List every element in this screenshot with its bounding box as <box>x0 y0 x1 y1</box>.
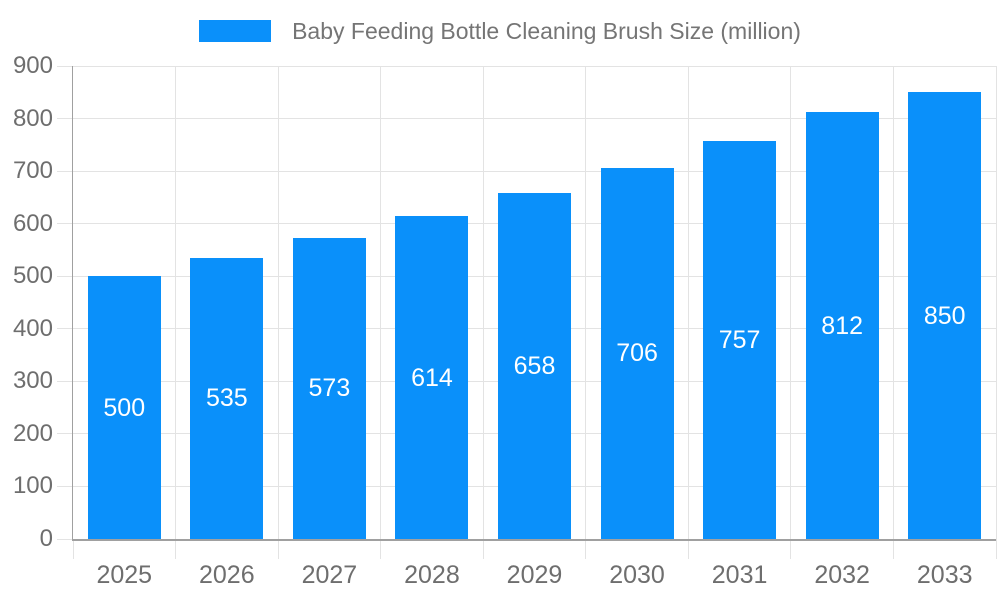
y-axis-tick <box>57 223 73 225</box>
x-axis-tick <box>482 539 484 559</box>
horizontal-gridline <box>73 65 996 67</box>
bar[interactable] <box>395 216 469 539</box>
y-axis-tick-label: 800 <box>12 104 53 132</box>
vertical-gridline <box>380 66 382 539</box>
x-axis-tick <box>892 539 894 559</box>
y-axis-tick-label: 200 <box>12 419 53 447</box>
vertical-gridline <box>277 66 279 539</box>
y-axis-tick <box>57 275 73 277</box>
y-axis-tick <box>57 118 73 120</box>
x-axis-tick <box>72 539 74 559</box>
x-axis-tick-label: 2026 <box>199 561 255 589</box>
bar[interactable] <box>87 276 161 539</box>
vertical-gridline <box>687 66 689 539</box>
y-axis-tick <box>57 538 73 540</box>
vertical-gridline <box>892 66 894 539</box>
bar[interactable] <box>498 193 571 539</box>
legend-swatch-icon <box>199 20 272 42</box>
x-axis-tick <box>380 539 382 559</box>
bar[interactable] <box>908 92 982 539</box>
x-axis-tick <box>995 539 997 559</box>
x-axis-line <box>71 539 996 541</box>
y-axis-tick <box>57 328 73 330</box>
vertical-gridline <box>790 66 792 539</box>
x-axis-tick-label: 2029 <box>506 561 563 589</box>
bar[interactable] <box>292 237 366 539</box>
y-axis-tick-label: 500 <box>12 262 53 290</box>
x-axis-tick <box>175 539 177 559</box>
x-axis-tick-label: 2025 <box>96 561 153 589</box>
y-axis-tick-label: 900 <box>12 52 53 79</box>
vertical-gridline <box>995 66 997 539</box>
vertical-gridline <box>482 66 484 539</box>
x-axis-tick-label: 2028 <box>404 561 460 589</box>
x-axis-tick <box>277 539 279 559</box>
y-axis-tick-label: 400 <box>12 314 53 342</box>
x-axis-tick <box>790 539 792 559</box>
x-axis-tick-label: 2033 <box>916 561 973 589</box>
legend-label: Baby Feeding Bottle Cleaning Brush Size … <box>292 17 801 44</box>
x-axis-tick-label: 2027 <box>301 561 358 589</box>
bar[interactable] <box>600 167 674 539</box>
y-axis-tick-label: 100 <box>12 472 53 500</box>
y-axis-tick <box>57 170 73 172</box>
y-axis-tick <box>57 433 73 435</box>
bar[interactable] <box>805 112 879 539</box>
y-axis-tick <box>57 485 73 487</box>
vertical-gridline <box>585 66 587 539</box>
x-axis-tick-label: 2032 <box>814 561 870 589</box>
y-axis-tick <box>57 65 73 67</box>
y-axis-tick-label: 700 <box>12 157 53 185</box>
y-axis-tick-label: 0 <box>39 525 53 552</box>
y-axis-tick <box>57 380 73 382</box>
x-axis-tick-label: 2030 <box>609 561 665 589</box>
chart-legend[interactable]: Baby Feeding Bottle Cleaning Brush Size … <box>0 10 1000 52</box>
bar[interactable] <box>703 141 777 539</box>
y-axis-line <box>71 66 73 539</box>
x-axis-tick-label: 2031 <box>711 561 768 589</box>
x-axis-tick <box>687 539 689 559</box>
bar[interactable] <box>190 257 264 539</box>
y-axis-tick-label: 300 <box>12 367 53 395</box>
x-axis-tick <box>585 539 587 559</box>
vertical-gridline <box>175 66 177 539</box>
y-axis-tick-label: 600 <box>12 209 53 237</box>
